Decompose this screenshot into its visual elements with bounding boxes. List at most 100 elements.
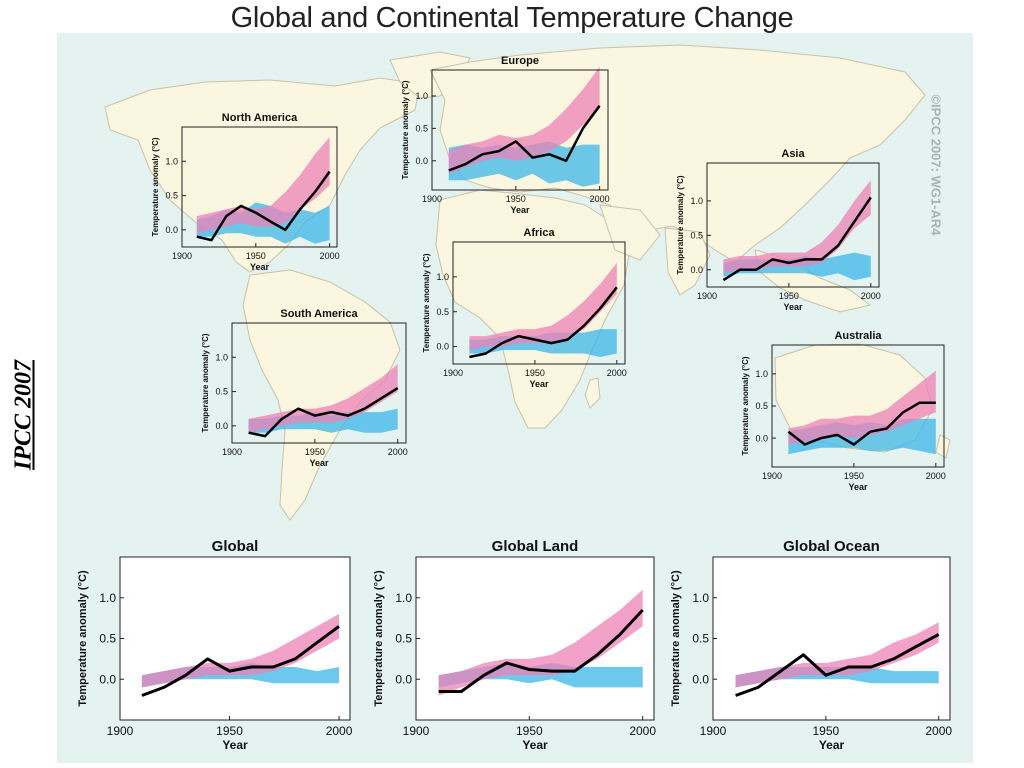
x-tick-label: 2000 [629, 724, 656, 738]
chart-title: Global Land [492, 538, 579, 555]
observed-temperature-line [448, 104, 601, 172]
y-tick-label: 0.5 [215, 387, 228, 397]
x-tick-label: 2000 [861, 291, 881, 301]
x-tick-label: 1900 [443, 368, 463, 378]
y-tick-label: 0.0 [692, 672, 709, 686]
y-tick-label: 0.5 [395, 632, 412, 646]
y-tick-label: 0.0 [690, 265, 703, 275]
x-tick-label: 1900 [403, 724, 430, 738]
x-tick-label: 1950 [525, 368, 545, 378]
y-tick-label: 0.5 [165, 191, 178, 201]
y-tick-label: 0.0 [215, 421, 228, 431]
landmass-eurasia [429, 44, 926, 263]
chart-title: Global [212, 538, 259, 555]
x-tick-label: 1950 [506, 194, 526, 204]
x-axis-label: Year [522, 738, 548, 752]
chart-south-america: 1900 1950 2000 0.0 0.5 1.0 South America Year Te… [201, 308, 408, 468]
y-tick-label: 1.0 [215, 352, 228, 362]
anthropogenic-forcing-band [141, 614, 339, 688]
x-axis-label: Year [848, 482, 868, 492]
x-axis-label: Year [510, 205, 530, 215]
x-tick-label: 1950 [516, 724, 543, 738]
x-tick-label: 1900 [222, 447, 242, 457]
landmass-madagascar [584, 377, 601, 409]
y-axis-label: Temperature anomaly (°C) [422, 253, 431, 352]
y-tick-label: 1.0 [436, 272, 449, 282]
plot-frame [452, 241, 626, 365]
x-tick-label: 1900 [107, 724, 134, 738]
landmass-south-america [242, 269, 401, 521]
chart-title: Africa [523, 227, 555, 239]
y-axis-label: Temperature anomaly (°C) [373, 570, 385, 707]
landmass-africa [435, 189, 631, 429]
y-tick-label: 1.0 [165, 156, 178, 166]
observed-temperature-line [438, 608, 644, 693]
chart-title: Europe [501, 55, 539, 67]
y-tick-label: 1.0 [692, 591, 709, 605]
x-tick-label: 1900 [762, 471, 782, 481]
x-axis-label: Year [309, 458, 329, 468]
x-axis-label: Year [250, 262, 270, 272]
chart-north-america: 1900 1950 2000 0.0 0.5 1.0 North America Year Te… [151, 112, 340, 272]
observed-temperature-line [469, 286, 618, 359]
plot-frame [231, 322, 407, 444]
y-tick-label: 0.5 [415, 124, 428, 134]
x-axis-label: Year [222, 738, 248, 752]
y-tick-label: 1.0 [395, 591, 412, 605]
plot-frame [181, 126, 338, 248]
y-tick-label: 1.0 [99, 591, 116, 605]
x-tick-label: 2000 [388, 447, 408, 457]
y-tick-label: 1.0 [755, 369, 768, 379]
x-tick-label: 2000 [607, 368, 627, 378]
anthropogenic-forcing-band [788, 370, 936, 445]
observed-temperature-line [722, 196, 872, 282]
x-tick-label: 1900 [422, 194, 442, 204]
chart-global: 1900 1950 2000 0.0 0.5 1.0 Global Year Temperatu… [77, 538, 353, 752]
observed-temperature-line [248, 387, 399, 438]
y-tick-label: 1.0 [690, 196, 703, 206]
x-tick-label: 1900 [697, 291, 717, 301]
observed-temperature-line [141, 625, 340, 697]
y-tick-label: 0.5 [755, 401, 768, 411]
x-tick-label: 2000 [326, 724, 353, 738]
y-tick-label: 0.5 [690, 230, 703, 240]
x-axis-label: Year [819, 738, 845, 752]
plot-frame [431, 69, 609, 191]
landmass-india [664, 227, 711, 296]
chart-africa: 1900 1950 2000 0.0 0.5 1.0 Africa Year Temperatu… [422, 227, 627, 389]
landmass-new-zealand [935, 434, 951, 459]
observed-temperature-line [787, 401, 936, 446]
observed-temperature-line [735, 633, 940, 697]
x-tick-label: 1950 [216, 724, 243, 738]
x-tick-label: 1900 [700, 724, 727, 738]
x-tick-label: 1950 [813, 724, 840, 738]
chart-global-land: 1900 1950 2000 0.0 0.5 1.0 Global Land Year Temp… [373, 538, 656, 752]
chart-asia: 1900 1950 2000 0.0 0.5 1.0 Asia Year Temperature… [676, 148, 881, 312]
x-tick-label: 1950 [844, 471, 864, 481]
chart-australia: 1900 1950 2000 0.0 0.5 1.0 Australia Year Temper… [741, 330, 946, 492]
plot-frame [706, 162, 880, 288]
chart-title: Global Ocean [783, 538, 880, 555]
y-tick-label: 0.0 [99, 672, 116, 686]
anthropogenic-forcing-band [448, 66, 600, 174]
y-tick-label: 0.0 [436, 342, 449, 352]
y-tick-label: 0.5 [436, 307, 449, 317]
y-tick-label: 0.5 [692, 632, 709, 646]
chart-title: Australia [834, 330, 882, 342]
y-tick-label: 0.0 [755, 433, 768, 443]
anthropogenic-forcing-band [196, 137, 330, 234]
chart-title: Asia [781, 148, 805, 160]
y-tick-label: 0.5 [99, 632, 116, 646]
x-tick-label: 2000 [925, 724, 952, 738]
x-axis-label: Year [529, 379, 549, 389]
y-axis-label: Temperature anomaly (°C) [151, 137, 160, 236]
x-tick-label: 1900 [172, 251, 192, 261]
x-tick-label: 2000 [320, 251, 340, 261]
chart-title: North America [222, 112, 298, 124]
chart-global-ocean: 1900 1950 2000 0.0 0.5 1.0 Global Ocean Year Tem… [670, 538, 952, 752]
anthropogenic-forcing-band [438, 589, 643, 696]
x-tick-label: 1950 [246, 251, 266, 261]
y-axis-label: Temperature anomaly (°C) [77, 570, 89, 707]
x-tick-label: 1950 [779, 291, 799, 301]
